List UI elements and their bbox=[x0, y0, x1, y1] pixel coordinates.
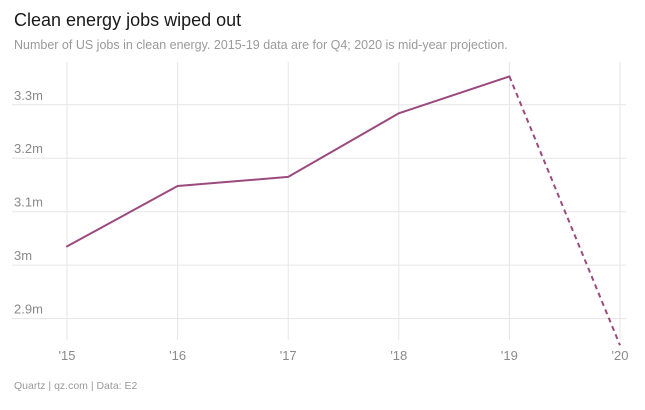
y-tick-label: 3.2m bbox=[14, 141, 43, 156]
y-tick-label: 3.1m bbox=[14, 195, 43, 210]
x-tick-label: '15 bbox=[59, 348, 76, 363]
x-tick-label: '16 bbox=[169, 348, 186, 363]
jobs-line bbox=[66, 75, 511, 248]
source-credit: Quartz | qz.com | Data: E2 bbox=[14, 380, 138, 392]
x-tick-label: '17 bbox=[280, 348, 297, 363]
chart-title: Clean energy jobs wiped out bbox=[14, 10, 242, 30]
projection-line bbox=[508, 76, 621, 346]
chart-subtitle: Number of US jobs in clean energy. 2015-… bbox=[14, 38, 508, 52]
x-tick-label: '19 bbox=[501, 348, 518, 363]
x-tick-label: '18 bbox=[390, 348, 407, 363]
y-tick-label: 3m bbox=[14, 248, 32, 263]
y-tick-label: 3.3m bbox=[14, 88, 43, 103]
y-tick-label: 2.9m bbox=[14, 302, 43, 317]
x-tick-label: '20 bbox=[612, 348, 629, 363]
